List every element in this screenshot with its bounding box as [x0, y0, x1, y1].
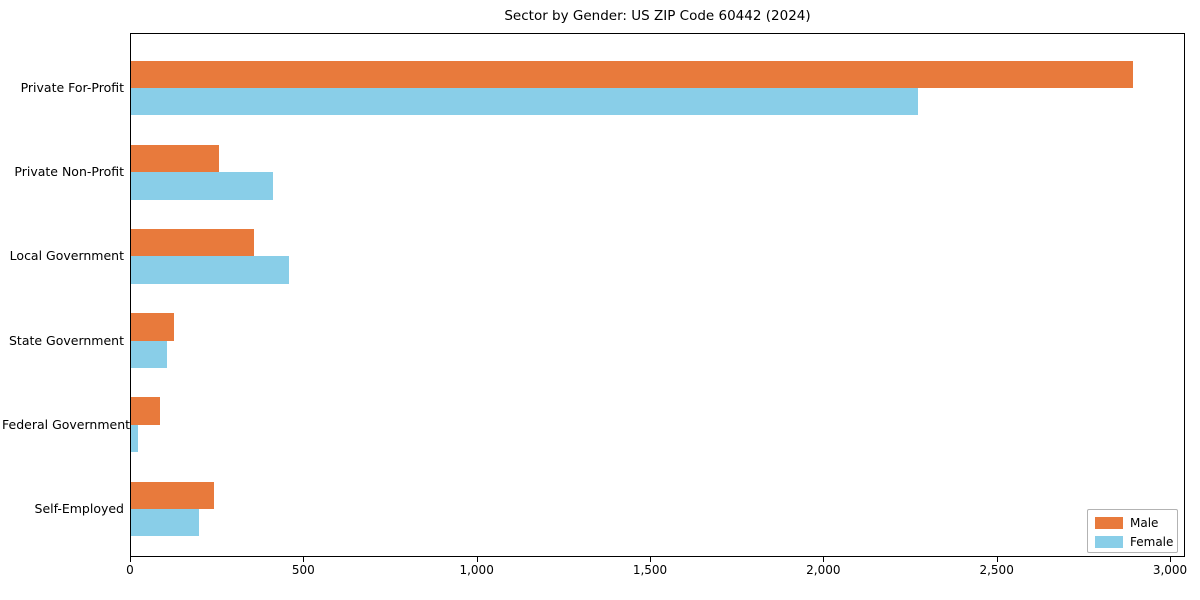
x-tick-mark [303, 557, 305, 562]
plot-area [130, 33, 1185, 557]
bar-male [131, 397, 161, 425]
x-tick-label: 3,000 [1152, 563, 1188, 577]
x-tick-mark [823, 557, 825, 562]
bar-male [131, 229, 255, 257]
category-label: Self-Employed [34, 501, 124, 516]
x-tick-label: 500 [291, 563, 315, 577]
bar-female [131, 340, 168, 368]
legend-swatch-male [1095, 517, 1123, 529]
bar-male [131, 481, 215, 509]
bar-male [131, 60, 1133, 88]
legend-label: Male [1130, 516, 1159, 530]
bar-female [131, 88, 918, 116]
x-tick-label: 2,000 [806, 563, 841, 577]
legend-swatch-female [1095, 536, 1123, 548]
category-label: Federal Government [2, 416, 131, 432]
legend-label: Female [1130, 535, 1174, 549]
category-label: State Government [8, 332, 124, 348]
category-label: Private For-Profit [20, 80, 124, 95]
x-tick-label: 0 [126, 563, 134, 577]
x-tick-mark [996, 557, 998, 562]
legend-item-male: Male [1095, 514, 1171, 532]
category-label: Private Non-Profit [14, 164, 124, 180]
x-tick-mark [476, 557, 478, 562]
x-tick-mark [650, 557, 651, 562]
bar-female [131, 256, 289, 284]
x-tick-label: 1,000 [459, 563, 494, 577]
bar-female [131, 172, 274, 200]
bar-female [131, 424, 138, 453]
legend: Male Female [1087, 509, 1178, 553]
x-tick-label: 2,500 [979, 563, 1014, 577]
bar-male [131, 144, 220, 173]
x-tick-mark [1170, 557, 1171, 562]
bar-male [131, 313, 175, 341]
x-tick-mark [130, 557, 131, 562]
bar-female [131, 509, 199, 537]
category-label: Local Government [9, 248, 124, 264]
x-tick-label: 1,500 [632, 563, 668, 577]
chart-title: Sector by Gender: US ZIP Code 60442 (202… [504, 8, 811, 24]
legend-item-female: Female [1095, 533, 1174, 551]
